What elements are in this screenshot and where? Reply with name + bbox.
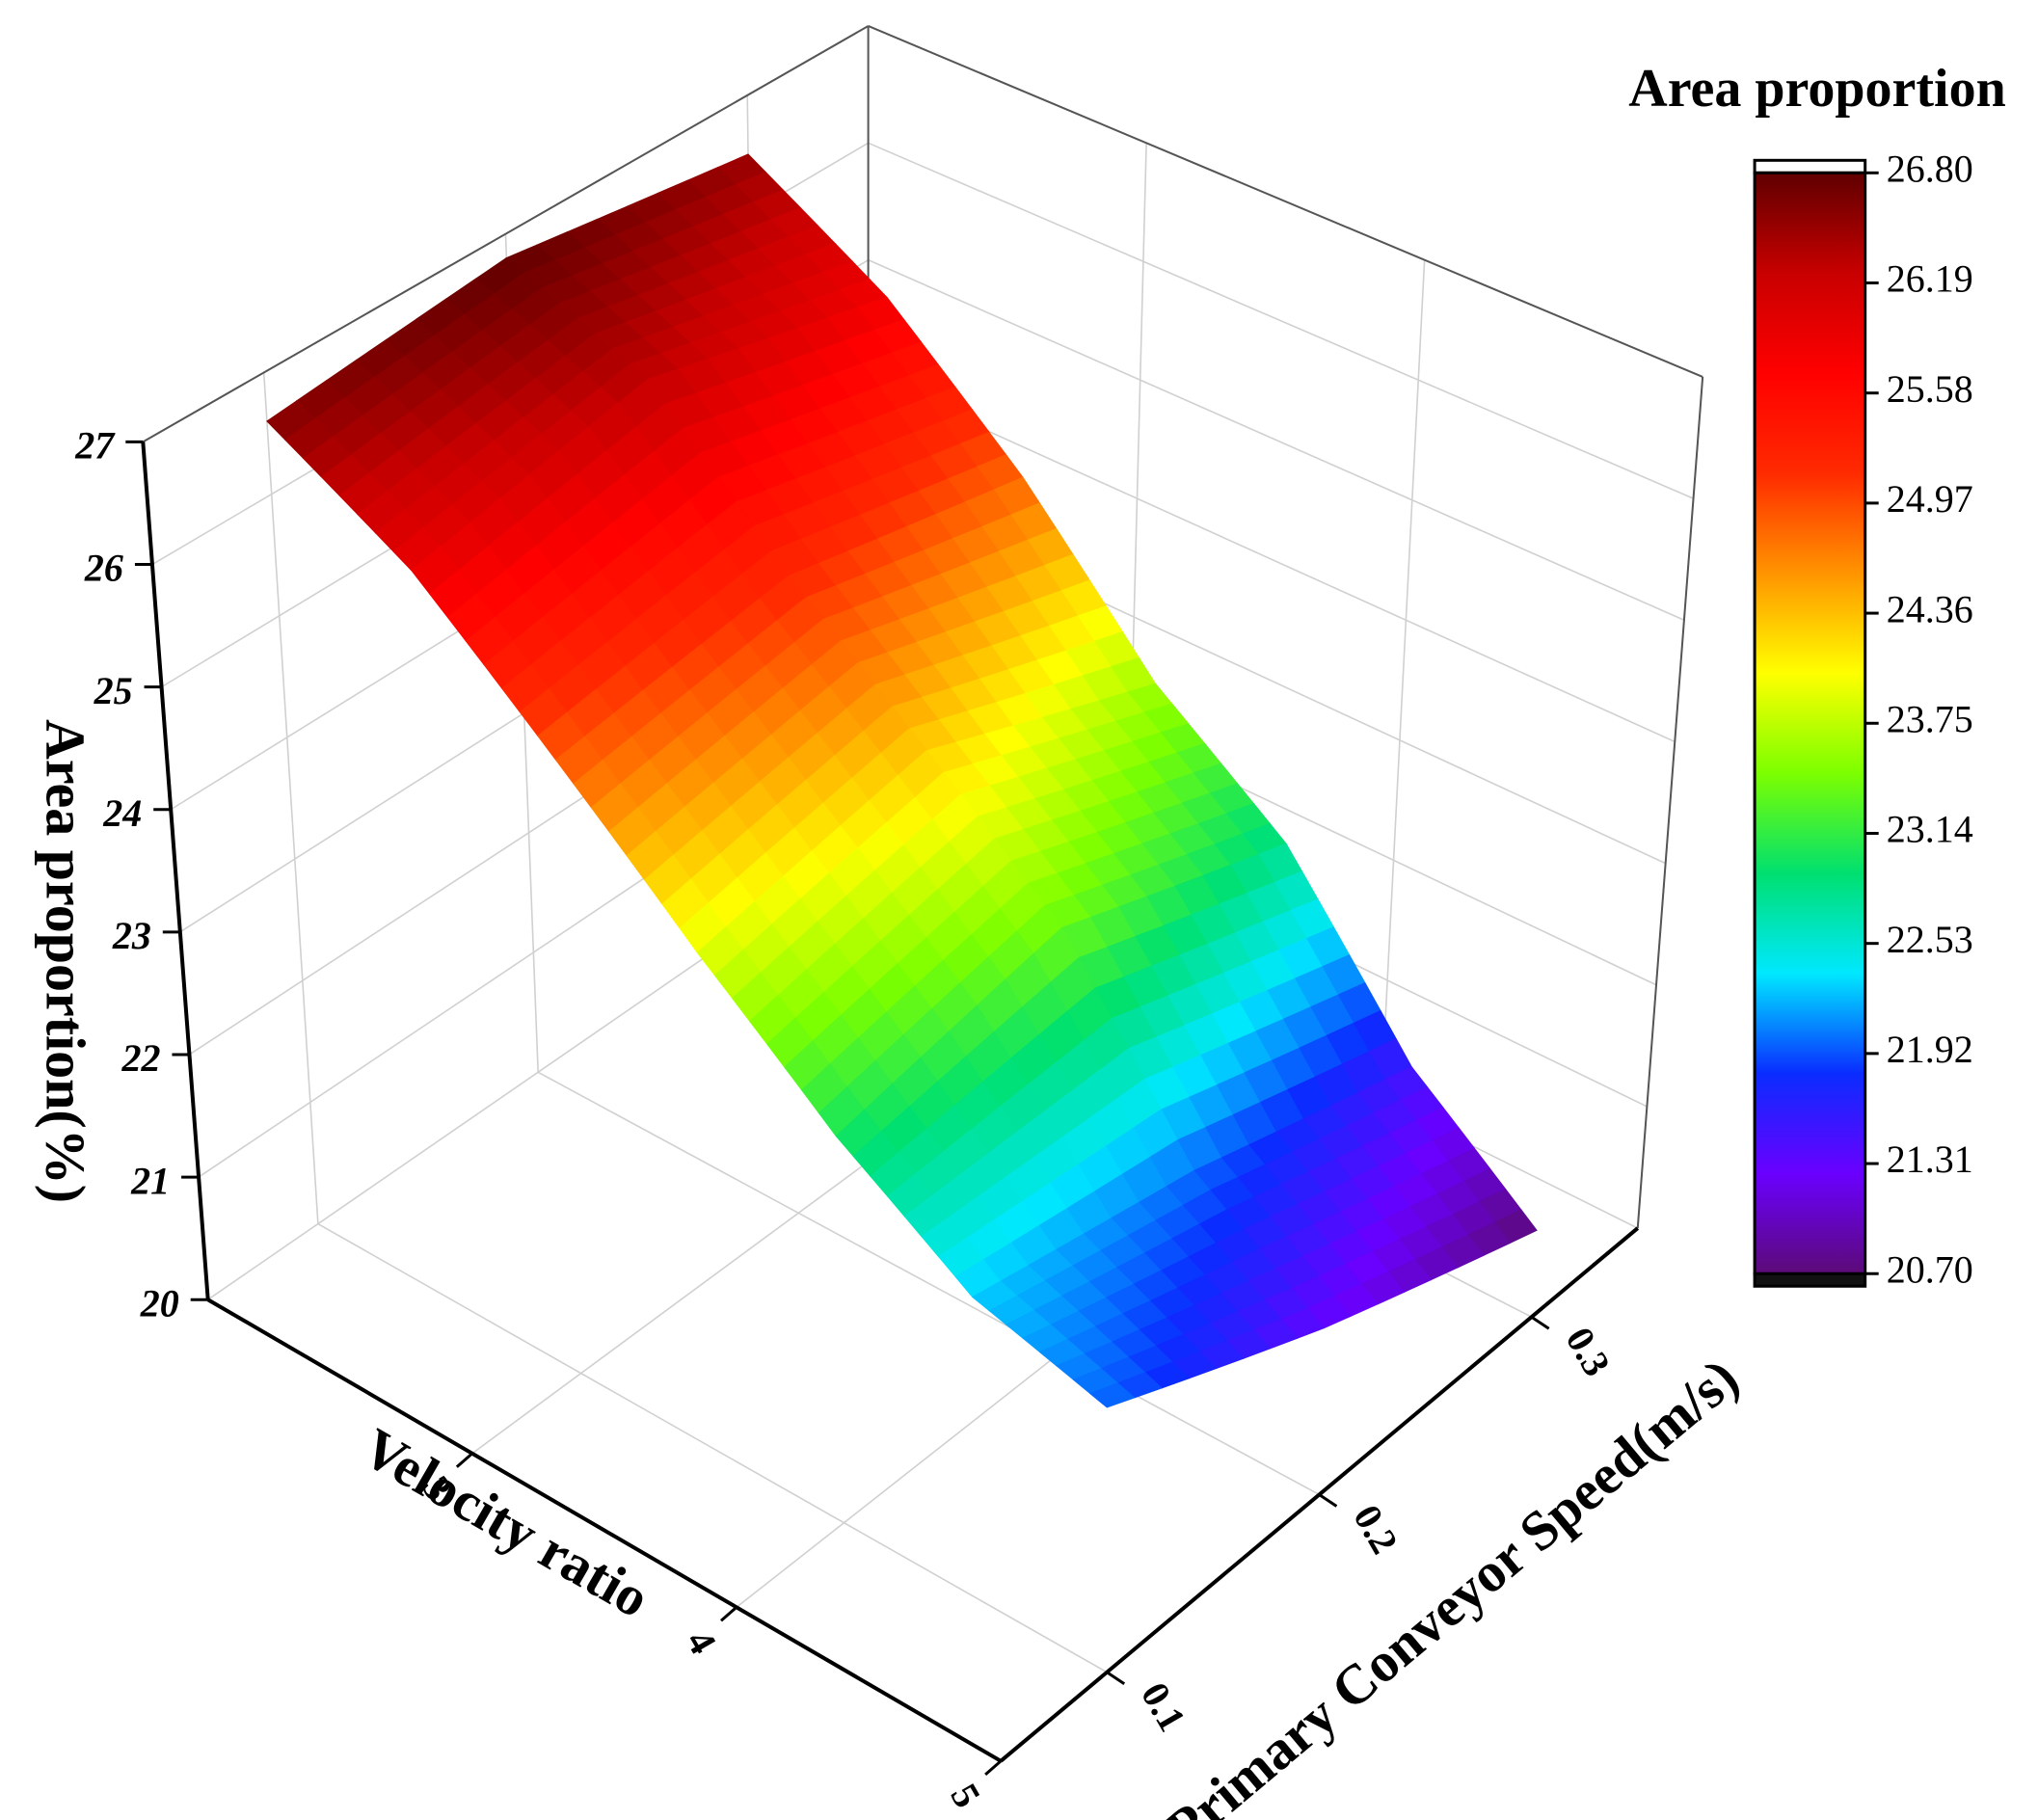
colorbar	[1753, 171, 1867, 1275]
z-tick-label: 24	[102, 791, 142, 835]
colorbar-tick-label: 20.70	[1887, 1247, 1973, 1291]
box-edge	[142, 25, 870, 443]
colorbar-tick-label: 25.58	[1887, 367, 1973, 411]
z-tick-label: 27	[74, 424, 116, 468]
colorbar-tick-label: 26.19	[1887, 257, 1973, 301]
y-axis-label: Primary Conveyor Speed(m/s)	[1154, 1346, 1750, 1820]
box-edge	[1636, 376, 1704, 1229]
x-tick-label: 5	[942, 1777, 989, 1815]
y-tick	[1530, 1315, 1550, 1330]
grid-line	[868, 142, 1694, 499]
y-tick	[1318, 1493, 1338, 1508]
colorbar-tick-label: 23.14	[1887, 808, 1973, 851]
z-axis-label: Area proportion(%)	[35, 719, 97, 1203]
surface-layer	[266, 153, 1538, 1408]
z-tick-label: 20	[140, 1281, 179, 1325]
colorbar-tick-label: 23.75	[1887, 697, 1973, 740]
grid-line	[537, 1071, 1320, 1496]
z-tick-label: 23	[112, 914, 151, 957]
colorbar-tick-label: 26.80	[1887, 147, 1973, 190]
colorbar-tick-label: 21.92	[1887, 1028, 1973, 1071]
colorbar-tick-label: 22.53	[1887, 918, 1973, 961]
y-tick-label: 0.1	[1133, 1675, 1194, 1739]
z-tick-label: 21	[130, 1159, 170, 1202]
z-tick-label: 25	[94, 669, 133, 712]
x-axis-label: Velocity ratio	[352, 1416, 659, 1630]
colorbar-tick-label: 24.36	[1887, 587, 1973, 630]
colorbar-tick-label: 24.97	[1887, 477, 1973, 521]
x-axis	[206, 1298, 1003, 1763]
colorbar-cap-bottom	[1753, 1271, 1867, 1288]
y-tick	[1106, 1671, 1126, 1685]
colorbar-title: Area proportion	[1628, 59, 2005, 119]
colorbar-tick-label: 21.31	[1887, 1138, 1973, 1181]
x-tick	[720, 1606, 737, 1622]
z-tick-label: 22	[121, 1036, 160, 1080]
x-tick-label: 4	[678, 1622, 725, 1661]
colorbar-cap-top	[1753, 158, 1867, 174]
x-tick	[455, 1452, 473, 1468]
grid-line	[868, 258, 1685, 622]
z-axis	[141, 442, 210, 1300]
x-tick	[984, 1759, 1003, 1776]
grid-line	[868, 376, 1676, 743]
box-edge	[868, 25, 1703, 378]
z-tick-label: 26	[84, 547, 123, 590]
grid-line	[262, 372, 319, 1224]
surface-patch	[1088, 1382, 1136, 1408]
grid-line	[1380, 259, 1426, 1101]
grid-line	[317, 1222, 1108, 1673]
y-tick-label: 0.3	[1557, 1320, 1619, 1383]
y-tick-label: 0.2	[1345, 1497, 1407, 1561]
